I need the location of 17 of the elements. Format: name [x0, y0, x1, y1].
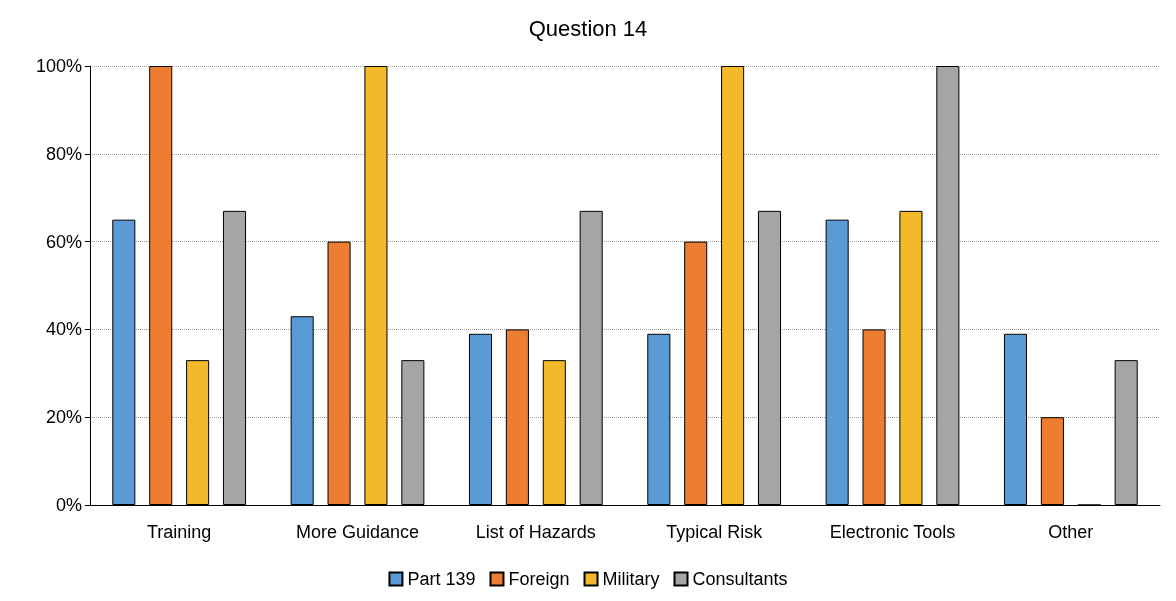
x-tick-label: Electronic Tools [829, 522, 956, 542]
x-tick-label: Training [146, 522, 212, 542]
legend-label: Foreign [508, 569, 570, 589]
y-tick-label: 80% [45, 143, 82, 164]
x-tick-label: Other [1048, 522, 1094, 542]
y-tick-label: 60% [45, 231, 82, 252]
x-tick-label: Typical Risk [666, 522, 764, 542]
chart-title: Question 14 [528, 15, 648, 41]
y-tick-label: 100% [35, 56, 82, 76]
legend-label: Military [602, 569, 660, 589]
legend-label: Part 139 [407, 569, 476, 589]
y-tick-label: 0% [55, 495, 82, 515]
x-tick-label: List of Hazards [475, 522, 596, 542]
x-tick-label: More Guidance [295, 522, 420, 542]
legend-label: Consultants [692, 569, 788, 589]
y-tick-label: 20% [45, 407, 82, 428]
y-tick-label: 40% [45, 319, 82, 340]
